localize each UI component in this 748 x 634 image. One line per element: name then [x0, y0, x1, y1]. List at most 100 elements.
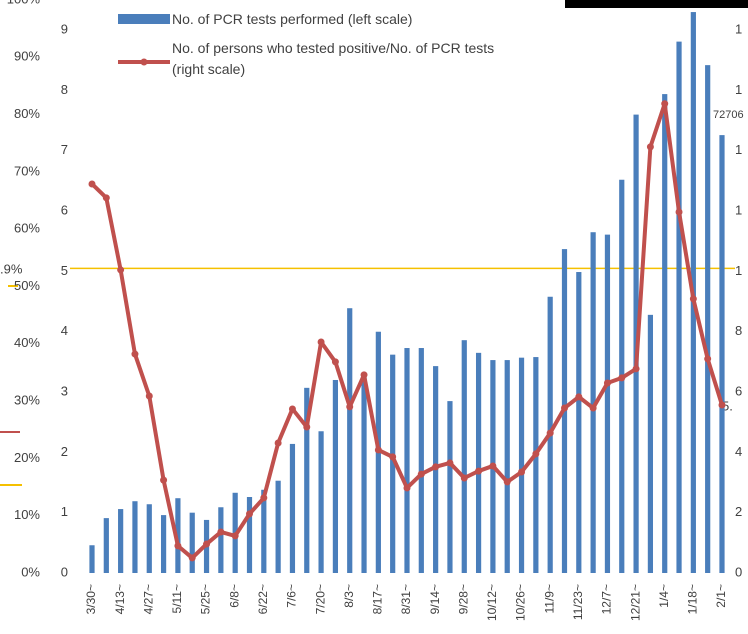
y3-tick-label: 90%: [14, 49, 40, 64]
y2-tick-label: 6: [735, 383, 742, 398]
bar: [447, 401, 453, 573]
legend-marker: [140, 58, 148, 66]
bar: [89, 545, 95, 573]
x-tick-label: 2/1~: [714, 584, 728, 608]
bar: [118, 509, 124, 573]
bar: [418, 348, 424, 573]
bar: [289, 443, 296, 573]
x-tick-label: 11/9~: [542, 584, 556, 613]
x-tick-label: 6/22~: [256, 584, 270, 614]
bar: [103, 518, 109, 573]
line-marker: [274, 439, 282, 447]
bar: [475, 352, 482, 573]
line-marker: [389, 453, 397, 461]
x-tick-label: 7/20~: [313, 584, 327, 614]
y-tick-label: 8: [61, 82, 68, 97]
line-marker: [618, 374, 626, 382]
annotation: 5.: [722, 398, 733, 413]
line-marker: [117, 266, 125, 274]
line-marker: [560, 404, 568, 412]
black-box: [565, 0, 748, 8]
line-marker: [303, 423, 311, 431]
bar: [160, 515, 167, 573]
line-marker: [145, 392, 153, 400]
line-marker: [546, 429, 554, 437]
line-marker: [245, 510, 253, 518]
y2-tick-label: 8: [735, 323, 742, 338]
annotation: .9%: [0, 261, 23, 276]
x-tick-label: 9/14~: [428, 584, 442, 614]
y-tick-label: 9: [61, 22, 68, 37]
y2-tick-label: 1: [735, 263, 742, 278]
bar: [246, 497, 253, 573]
bar: [304, 387, 310, 573]
line-marker: [446, 459, 454, 467]
y3-tick-label: 70%: [14, 163, 40, 178]
y2-tick-label: 1: [735, 203, 742, 218]
line-marker: [231, 532, 239, 540]
y-tick-label: 7: [61, 142, 68, 157]
y-tick-label: 2: [61, 444, 68, 459]
y2-tick-label: 1: [735, 142, 742, 157]
line-marker: [203, 540, 211, 548]
y-tick-label: 5: [61, 263, 68, 278]
y3-tick-label: 30%: [14, 393, 40, 408]
bar: [404, 348, 410, 573]
x-tick-label: 4/13~: [113, 584, 127, 614]
line-marker: [317, 338, 325, 346]
x-tick-label: 11/23~: [571, 584, 585, 620]
y3-tick-label: 40%: [14, 335, 40, 350]
y3-tick-label: 100%: [7, 0, 41, 6]
bar: [719, 135, 725, 573]
line-marker: [88, 180, 96, 188]
line-marker: [632, 365, 640, 373]
x-tick-label: 10/26~: [514, 584, 528, 621]
line-marker: [102, 194, 110, 202]
x-tick-label: 5/25~: [199, 584, 213, 614]
y2-tick-label: 0: [735, 564, 742, 579]
line-marker: [603, 379, 611, 387]
line-marker: [217, 528, 225, 536]
bar: [705, 65, 711, 573]
line-marker: [460, 474, 468, 482]
x-tick-label: 8/31~: [399, 584, 413, 614]
legend-label: No. of persons who tested positive/No. o…: [172, 40, 495, 77]
y-tick-label: 6: [61, 203, 68, 218]
line-marker: [718, 401, 726, 409]
bar: [261, 489, 267, 573]
line-marker: [260, 494, 268, 502]
y3-tick-label: 10%: [14, 507, 40, 522]
y-tick-label: 0: [61, 564, 68, 579]
line-marker: [160, 476, 168, 484]
line-marker: [475, 467, 483, 475]
bar: [132, 501, 138, 573]
bar: [662, 94, 668, 574]
bar: [332, 379, 339, 573]
y-tick-label: 3: [61, 383, 68, 398]
bar: [275, 480, 281, 573]
bar: [676, 41, 682, 573]
x-tick-label: 1/18~: [686, 584, 700, 614]
y3-tick-label: 20%: [14, 450, 40, 465]
bar: [390, 354, 396, 573]
line-marker: [532, 450, 540, 458]
x-tick-label: 12/7~: [600, 584, 614, 614]
x-tick-label: 6/8~: [227, 584, 241, 608]
x-tick-label: 8/17~: [371, 584, 385, 614]
line-marker: [489, 462, 497, 470]
y3-tick-label: 80%: [14, 106, 40, 121]
x-tick-label: 5/11~: [170, 584, 184, 613]
bar: [590, 232, 596, 573]
bar: [504, 360, 510, 573]
bar: [175, 498, 181, 573]
line-marker: [188, 554, 196, 562]
y3-tick-label: 0%: [21, 564, 40, 579]
x-tick-label: 9/28~: [456, 584, 470, 614]
legend-label: No. of PCR tests performed (left scale): [172, 11, 413, 27]
x-tick-label: 10/12~: [485, 584, 499, 621]
line-marker: [417, 470, 425, 478]
x-tick-label: 4/27~: [141, 584, 155, 614]
bar: [461, 340, 467, 573]
